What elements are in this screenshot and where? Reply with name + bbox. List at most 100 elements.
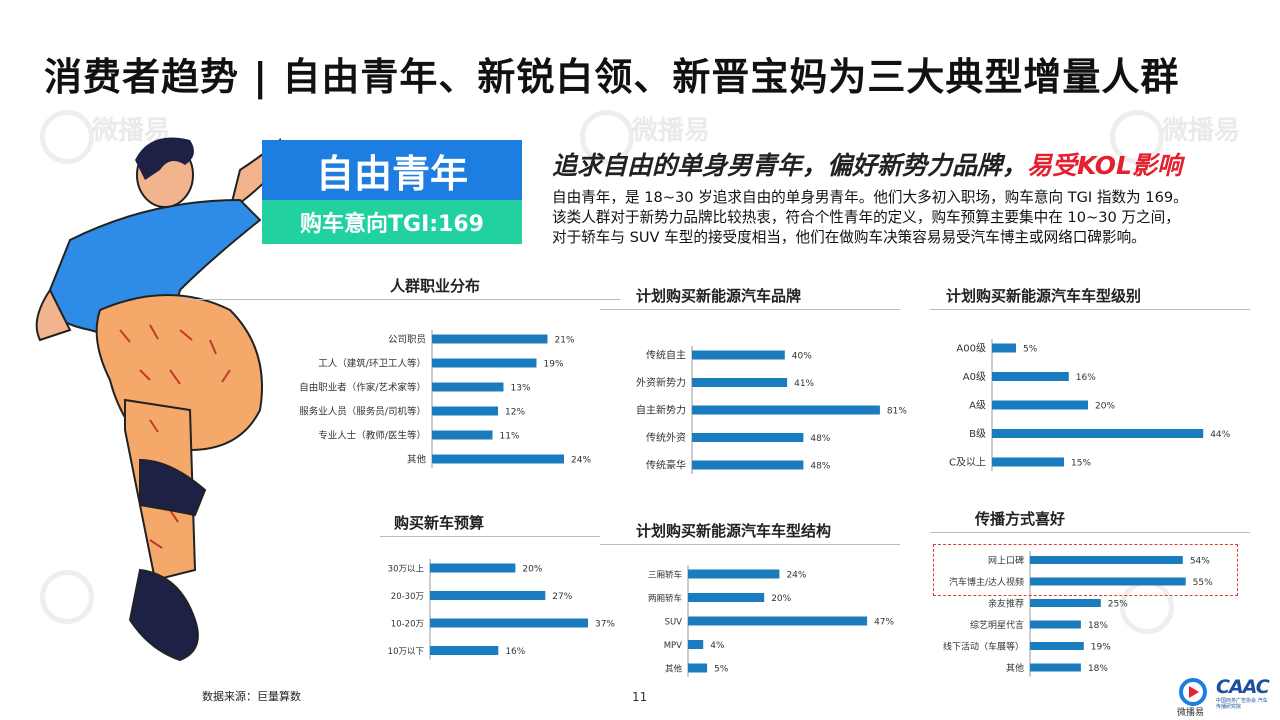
category-label: 三厢轿车 bbox=[648, 570, 682, 581]
caac-logo: CAAC bbox=[1216, 676, 1270, 698]
chart-title: 传播方式喜好 bbox=[975, 510, 1066, 528]
value-label: 12% bbox=[505, 408, 525, 418]
person-illustration bbox=[35, 137, 287, 662]
chart-title: 人群职业分布 bbox=[390, 277, 481, 295]
category-label: SUV bbox=[665, 618, 683, 628]
value-label: 44% bbox=[1210, 430, 1230, 440]
watermark-logo-icon bbox=[1110, 110, 1164, 164]
description-line: 该类人群对于新势力品牌比较热衷，符合个性青年的定义，购车预算主要集中在 10~3… bbox=[552, 209, 1180, 226]
value-label: 20% bbox=[1095, 402, 1115, 412]
data-source: 数据来源：巨量算数 bbox=[202, 690, 301, 703]
value-label: 48% bbox=[810, 462, 830, 472]
category-label: A级 bbox=[969, 400, 986, 412]
category-label: 网上口碑 bbox=[988, 555, 1024, 567]
value-label: 16% bbox=[1076, 373, 1096, 383]
bar bbox=[692, 460, 804, 470]
category-label: 10-20万 bbox=[391, 620, 424, 630]
bar bbox=[430, 618, 588, 628]
bar bbox=[432, 382, 504, 392]
bar bbox=[688, 593, 765, 602]
chart-title-divider bbox=[180, 299, 620, 300]
bar bbox=[992, 429, 1204, 438]
value-label: 4% bbox=[710, 641, 725, 651]
value-label: 20% bbox=[522, 565, 542, 575]
value-label: 55% bbox=[1193, 578, 1213, 588]
logo-text: 微播易 bbox=[1177, 708, 1205, 718]
value-label: 27% bbox=[552, 592, 572, 602]
bar bbox=[432, 430, 493, 440]
value-label: 81% bbox=[887, 407, 907, 417]
bar bbox=[1030, 663, 1081, 672]
bar bbox=[432, 358, 537, 368]
highlight-box bbox=[933, 544, 1238, 596]
bar bbox=[432, 454, 564, 464]
category-label: 服务业人员（服务员/司机等） bbox=[299, 406, 426, 418]
category-label: 外资新势力 bbox=[636, 376, 686, 389]
category-label: 自由职业者（作家/艺术家等） bbox=[299, 382, 426, 394]
bar bbox=[1030, 556, 1183, 564]
headline-highlight: 易受KOL影响 bbox=[1027, 151, 1182, 180]
chart-title-divider bbox=[600, 309, 900, 310]
value-label: 18% bbox=[1088, 621, 1108, 631]
category-label: 其他 bbox=[665, 664, 683, 675]
bar bbox=[430, 563, 516, 573]
chart-title-divider bbox=[930, 309, 1250, 310]
watermark-logo-icon bbox=[40, 570, 94, 624]
value-label: 41% bbox=[794, 379, 814, 389]
value-label: 24% bbox=[786, 571, 806, 581]
value-label: 47% bbox=[874, 618, 894, 628]
bar bbox=[688, 616, 868, 626]
segment-description: 自由青年，是 18~30 岁追求自由的单身男青年。他们大多初入职场，购车意向 T… bbox=[552, 188, 1252, 248]
bar bbox=[1030, 620, 1081, 629]
bar bbox=[992, 343, 1016, 353]
headline-prefix: 追求自由的单身男青年，偏好新势力品牌， bbox=[552, 151, 1028, 180]
bar bbox=[688, 640, 704, 649]
play-logo-icon bbox=[1179, 678, 1207, 706]
bar bbox=[430, 646, 499, 655]
category-label: 亲友推荐 bbox=[988, 598, 1024, 610]
segment-name-banner: 自由青年 bbox=[262, 140, 522, 200]
category-label: A0级 bbox=[963, 371, 986, 383]
category-label: 自主新势力 bbox=[636, 404, 686, 417]
category-label: MPV bbox=[664, 641, 682, 651]
chart-title: 计划购买新能源汽车品牌 bbox=[636, 287, 802, 305]
page-number: 11 bbox=[632, 690, 648, 704]
value-label: 19% bbox=[1091, 643, 1111, 653]
watermark-logo-icon bbox=[40, 110, 94, 164]
value-label: 21% bbox=[555, 336, 575, 346]
category-label: 公司职员 bbox=[388, 335, 426, 346]
value-label: 48% bbox=[810, 434, 830, 444]
bar bbox=[432, 406, 498, 416]
chart-title: 计划购买新能源汽车车型结构 bbox=[636, 522, 832, 540]
category-label: 传统外资 bbox=[646, 431, 686, 444]
watermark: 微播易 bbox=[632, 116, 711, 146]
description-line: 对于轿车与 SUV 车型的接受度相当，他们在做购车决策容易易受汽车博主或网络口碑… bbox=[552, 229, 1146, 246]
description-line: 自由青年，是 18~30 岁追求自由的单身男青年。他们大多初入职场，购车意向 T… bbox=[552, 189, 1188, 206]
category-label: A00级 bbox=[956, 343, 986, 355]
bar bbox=[688, 663, 708, 673]
category-label: 专业人士（教师/医生等） bbox=[318, 430, 426, 442]
value-label: 18% bbox=[1088, 664, 1108, 674]
value-label: 24% bbox=[571, 456, 591, 466]
value-label: 13% bbox=[511, 384, 531, 394]
category-label: 综艺明星代言 bbox=[970, 619, 1024, 631]
category-label: 工人（建筑/环卫工人等） bbox=[318, 358, 426, 370]
bar bbox=[992, 457, 1064, 467]
bar bbox=[692, 378, 788, 387]
value-label: 20% bbox=[771, 594, 791, 604]
bar bbox=[430, 591, 546, 600]
caac-logo-subtitle: 中国商务广告协会 汽车传播研究院 bbox=[1216, 698, 1268, 710]
category-label: 传统自主 bbox=[646, 349, 686, 362]
category-label: 两厢轿车 bbox=[648, 593, 682, 604]
bar bbox=[692, 433, 804, 442]
category-label: 其他 bbox=[407, 454, 427, 466]
value-label: 16% bbox=[505, 647, 525, 657]
value-label: 37% bbox=[595, 620, 615, 630]
bar bbox=[1030, 577, 1186, 586]
chart-title-divider bbox=[930, 532, 1250, 533]
segment-headline: 追求自由的单身男青年，偏好新势力品牌，易受KOL影响 bbox=[552, 146, 1182, 182]
